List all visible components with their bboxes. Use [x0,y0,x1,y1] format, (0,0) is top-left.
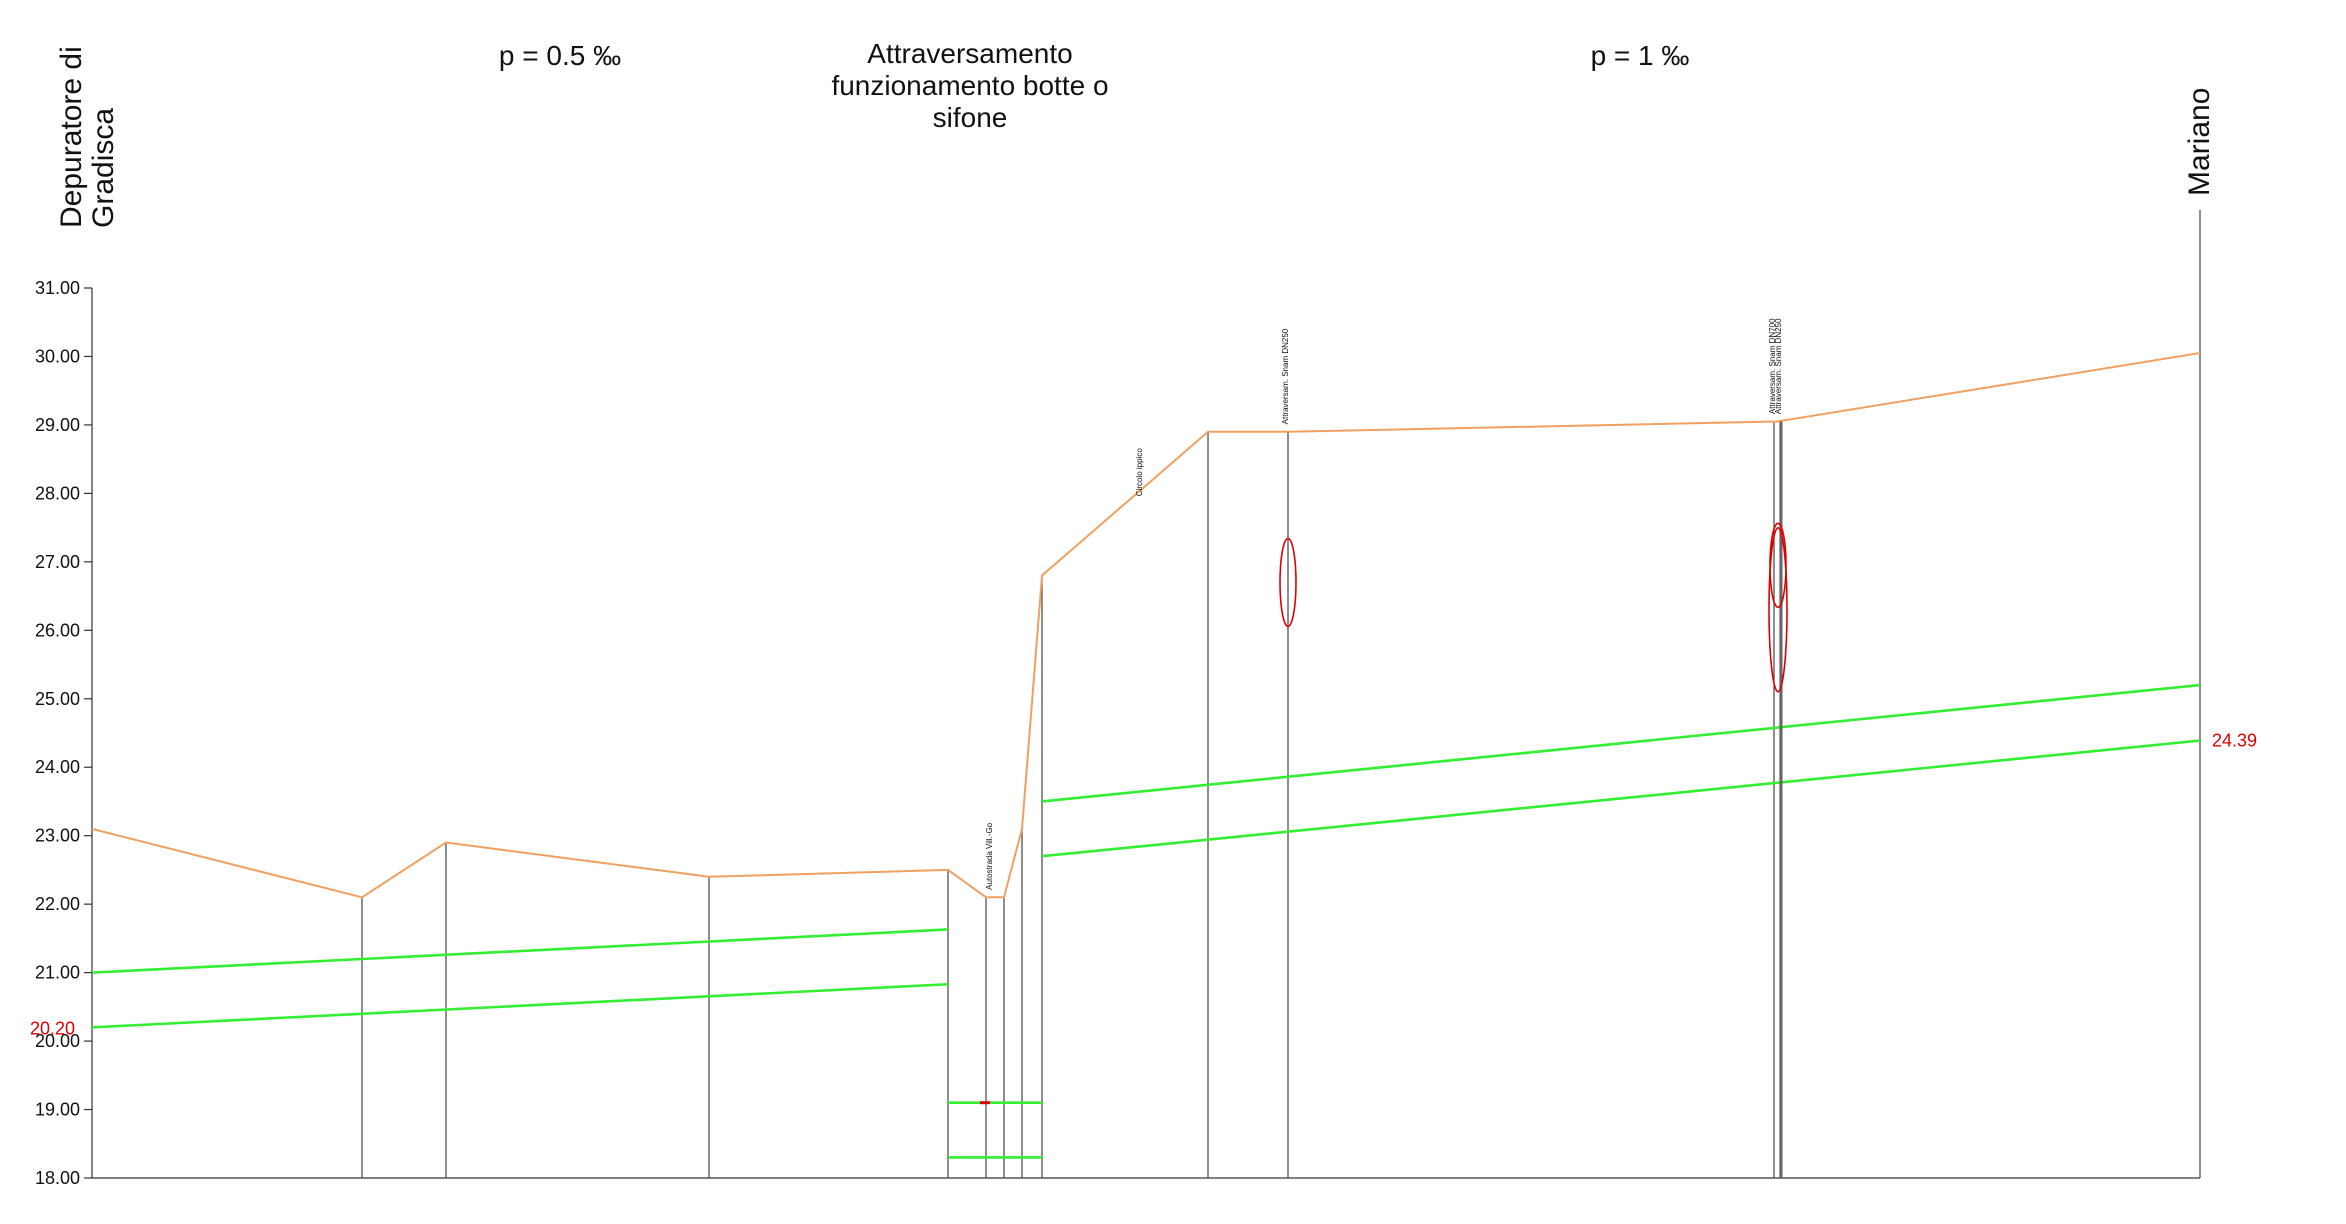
crossing-ellipse-snam-dn700 [1769,522,1787,609]
y-tick-label-18.00: 18.00 [35,1168,80,1188]
y-tick-label-31.00: 31.00 [35,278,80,298]
start-invert-value: 20.20 [30,1018,75,1038]
y-tick-label-23.00: 23.00 [35,826,80,846]
pipe-top-segment-1 [91,928,949,974]
crossing-title-line-1: Attraversamento [867,38,1073,69]
y-tick-label-21.00: 21.00 [35,963,80,983]
crossing-title-line-3: sifone [932,102,1008,133]
end-invert-value: 24.39 [2212,731,2257,751]
y-tick-label-27.00: 27.00 [35,552,80,572]
crossing-label-snam-dn700: Attraversam. Snam DN700 [1768,318,1777,414]
crossing-label-snam-dn250-2: Attraversam. Snam DN250 [1774,318,1783,414]
end-location-label: Mariano [2183,87,2216,196]
pipe-bottom-segment-3 [1041,739,2201,858]
y-tick-label-30.00: 30.00 [35,346,80,366]
y-tick-label-29.00: 29.00 [35,415,80,435]
y-tick-label-24.00: 24.00 [35,757,80,777]
y-tick-label-20.00: 20.00 [35,1031,80,1051]
ground-profile-line [91,352,2201,899]
crossing-title-line-2: funzionamento botte o [831,70,1109,101]
y-tick-label-19.00: 19.00 [35,1100,80,1120]
crossing-label-snam-dn250: Attraversam. Snam DN250 [1281,328,1290,424]
pipe-top-segment-3 [1041,683,2201,803]
crossing-title: Attraversamento funzionamento botte o si… [780,38,1160,134]
crossing-label-autostrada: Autostrada Vill.-Go [985,822,994,890]
crossing-ellipse-snam-dn250 [1279,537,1297,628]
y-tick-label-28.00: 28.00 [35,483,80,503]
start-location-line-2: Gradisca [87,107,120,228]
crossing-ellipse-snam-dn250-2 [1768,526,1788,693]
start-location-label: Depuratore di Gradisca [55,46,120,228]
y-tick-label-26.00: 26.00 [35,620,80,640]
y-tick-label-25.00: 25.00 [35,689,80,709]
y-tick-label-22.00: 22.00 [35,894,80,914]
start-location-line-1: Depuratore di [55,46,88,228]
crossing-label-circolo-ippico: Circolo ippico [1135,448,1144,497]
slope-right-label: p = 1 ‰ [1590,40,1690,71]
slope-left-label: p = 0.5 ‰ [498,40,622,71]
pipe-bottom-segment-1 [91,982,949,1029]
